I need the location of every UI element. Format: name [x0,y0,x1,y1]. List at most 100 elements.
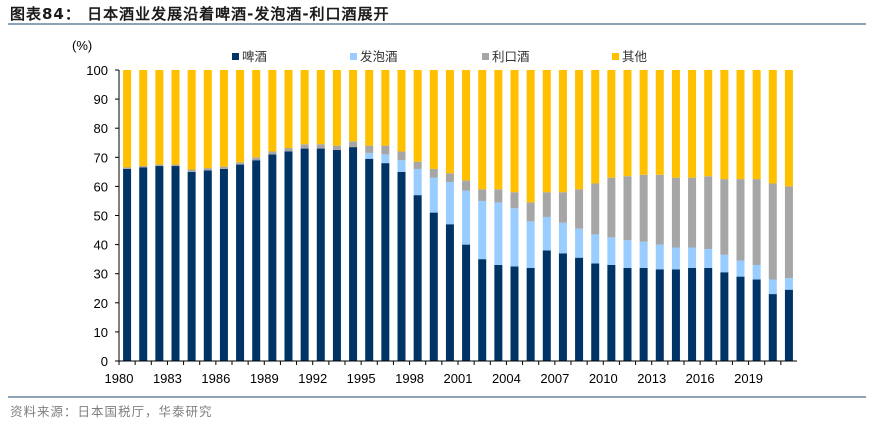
axes: 0 10 20 30 40 50 60 70 80 90 100 1980 1983 1986 1989 19… [86,63,797,386]
bar-segment-2013-s3 [655,70,664,175]
bar-segment-2017-s2 [720,179,729,255]
bar-segment-2000-s3 [445,70,454,174]
bar-segment-2011-s2 [623,176,632,241]
bar-segment-1988-s2 [252,157,261,161]
y-tick-label: 100 [86,63,108,78]
x-tick-label: 2019 [734,371,763,386]
bar-segment-2015-s3 [688,70,697,178]
bar-segment-2007-s2 [558,192,567,223]
bar-segment-1999-s0 [429,212,438,361]
bar-segment-2006-s3 [542,70,551,193]
x-tick-label: 1995 [347,371,376,386]
bar-segment-1998-s3 [413,70,422,162]
bar-segment-2008-s2 [575,189,584,229]
chart-title: 图表84： 日本酒业发展沿着啤酒-发泡酒-利口酒展开 [10,5,390,23]
bar-segment-2003-s3 [494,70,503,190]
bar-segment-1985-s0 [203,170,212,361]
bar-segment-1980-s2 [123,167,132,169]
legend-label: 利口酒 [492,49,530,64]
y-tick-label: 30 [94,267,108,282]
bar-segment-1996-s1 [381,154,390,164]
bar-segment-1988-s3 [252,70,261,158]
legend-swatch [482,53,489,60]
bar-segment-1992-s2 [316,144,325,149]
bar-segment-1994-s3 [349,70,358,142]
bar-segment-1997-s3 [397,70,406,152]
bar-segment-2007-s1 [558,222,567,254]
bar-segment-1996-s2 [381,145,390,155]
bar-segment-2012-s2 [639,174,648,242]
bar-segment-2006-s1 [542,216,551,251]
bar-segment-2011-s0 [623,267,632,361]
bar-segment-2019-s2 [752,179,761,265]
bar-segment-2002-s0 [478,259,487,361]
x-tick-label: 1992 [298,371,327,386]
bar-segment-2009-s2 [591,183,600,235]
bar-segment-2016-s1 [704,248,713,268]
bar-segment-1994-s0 [349,147,358,361]
bar-segment-2012-s0 [639,267,648,361]
bar-segment-2003-s2 [494,189,503,203]
bar-segment-1998-s1 [413,168,422,196]
bar-segment-1984-s0 [187,171,196,361]
bar-segment-2013-s1 [655,244,664,270]
x-tick-label: 1980 [105,371,134,386]
bar-segment-1981-s3 [139,70,148,167]
bar-segment-2001-s1 [462,190,471,245]
bar-segment-1990-s0 [284,151,293,361]
bar-segment-2020-s0 [768,294,777,361]
x-tick-label: 1986 [201,371,230,386]
bar-segment-2015-s1 [688,247,697,268]
bar-segment-2006-s2 [542,192,551,217]
y-tick-label: 60 [94,179,108,194]
bar-segment-2020-s3 [768,70,777,184]
x-tick-label: 2001 [444,371,473,386]
title-divider [8,23,866,25]
x-tick-label: 1989 [250,371,279,386]
bar-segment-1999-s1 [429,177,438,213]
bar-segment-2012-s1 [639,241,648,268]
bar-segment-2006-s0 [542,250,551,361]
bar-segment-2019-s3 [752,70,761,180]
bar-segment-1983-s2 [171,164,180,167]
bar-segment-2000-s1 [445,182,454,225]
bar-segment-2013-s0 [655,269,664,361]
source-note: 资料来源：日本国税厅，华泰研究 [10,404,213,419]
bar-segment-1998-s2 [413,161,422,169]
bar-segment-2002-s3 [478,70,487,190]
bar-segment-2016-s2 [704,176,713,249]
bar-segment-1992-s3 [316,70,325,145]
bar-segment-1988-s0 [252,160,261,361]
x-tick-label: 2007 [540,371,569,386]
bar-segment-2001-s3 [462,70,471,181]
bar-segment-2015-s2 [688,177,697,248]
bar-segment-2002-s1 [478,200,487,260]
bar-segment-1983-s0 [171,166,180,361]
bar-segment-1986-s3 [219,70,228,167]
bar-segment-2005-s3 [526,70,535,203]
bar-segment-1993-s0 [332,150,341,361]
bar-segment-2017-s1 [720,254,729,273]
legend-label: 其他 [622,49,648,64]
y-tick-label: 90 [94,92,108,107]
bar-segment-2001-s0 [462,244,471,361]
bar-segment-2005-s1 [526,221,535,268]
x-tick-label: 2016 [686,371,715,386]
x-tick-label: 2010 [589,371,618,386]
bar-segment-2003-s1 [494,202,503,265]
bar-segment-1999-s2 [429,168,438,178]
y-tick-label: 70 [94,150,108,165]
bar-segment-2018-s3 [736,70,745,180]
bar-segment-1984-s2 [187,169,196,172]
bar-segment-1987-s0 [236,164,245,361]
bar-segment-1989-s2 [268,151,277,155]
legend-swatch [350,53,357,60]
bar-segment-1995-s0 [365,158,374,361]
bar-segment-1993-s2 [332,145,341,151]
bar-segment-2020-s2 [768,183,777,280]
bar-segment-2019-s1 [752,264,761,280]
y-tick-label: 10 [94,325,108,340]
bar-segment-1983-s3 [171,70,180,165]
bar-segment-1996-s0 [381,163,390,361]
